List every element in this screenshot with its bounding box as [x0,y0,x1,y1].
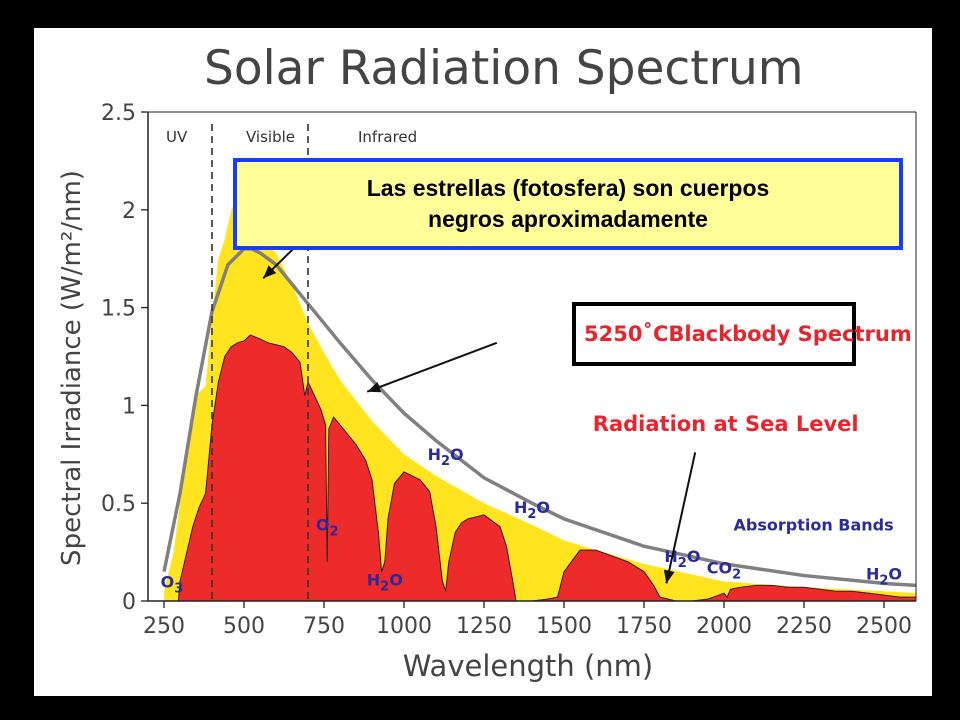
spectrum-chart: Solar Radiation Spectrum UV Visible Infrar… [57,41,917,683]
absorption-band-label: H2O [514,498,550,522]
x-axis-label: Wavelength (nm) [403,649,654,683]
x-tick-label: 2000 [696,614,752,639]
blackbody-spectrum-label: Blackbody Spectrum [668,322,912,346]
plot-area: UV Visible Infrared 250 500 750 1000 1250 1500 17… [101,101,917,639]
x-tick-label: 1500 [536,614,592,639]
y-tick-label: 2.5 [101,101,136,126]
callout-box: Las estrellas (fotosfera) son cuerpos ne… [233,158,903,250]
blackbody-temperature-label: 5250˚C [584,322,669,346]
y-tick-label: 0.5 [101,492,136,517]
x-tick-label: 1750 [616,614,672,639]
absorption-band-label: H2O [664,547,700,571]
absorption-bands-label: Absorption Bands [734,516,894,535]
sea-level-arrow [665,452,697,584]
x-tick-label: 500 [223,614,265,639]
chart-title: Solar Radiation Spectrum [204,41,804,96]
absorption-band-label: O3 [161,572,184,596]
absorption-band-label: H2O [866,564,902,588]
y-tick-label: 0 [122,590,136,615]
x-tick-label: 2250 [776,614,832,639]
absorption-band-label: H2O [367,570,403,594]
sea-level-label: Radiation at Sea Level [593,412,859,436]
callout-line-2: negros aproximadamente [428,206,708,232]
callout-line-1: Las estrellas (fotosfera) son cuerpos [366,175,770,201]
blackbody-label-box: 5250˚C Blackbody Spectrum [572,302,912,366]
region-label-visible: Visible [246,128,295,146]
x-tick-label: 750 [303,614,345,639]
x-tick-label: 1250 [456,614,512,639]
x-tick-label: 1000 [376,614,432,639]
absorption-band-label: H2O [428,445,464,469]
x-tick-label: 250 [143,614,185,639]
sea-level-arrow-head [663,569,675,584]
y-tick-label: 2 [122,199,136,224]
absorption-band-label: CO2 [707,559,741,583]
x-tick-label: 2500 [856,614,912,639]
absorption-band-label: O2 [316,516,339,540]
callout-arrow-head [263,265,277,279]
blackbody-arrow-head [367,382,382,393]
y-axis-label: Spectral Irradiance (W/m²/nm) [57,170,87,566]
sea-level-irradiance-area [177,334,917,602]
chart-frame: Solar Radiation Spectrum UV Visible Infrar… [34,28,932,696]
blackbody-arrow [366,341,498,393]
region-label-infrared: Infrared [358,128,417,146]
blackbody-curve [162,247,917,588]
y-tick-label: 1 [122,394,136,419]
region-label-uv: UV [166,128,188,146]
y-tick-label: 1.5 [101,297,136,322]
